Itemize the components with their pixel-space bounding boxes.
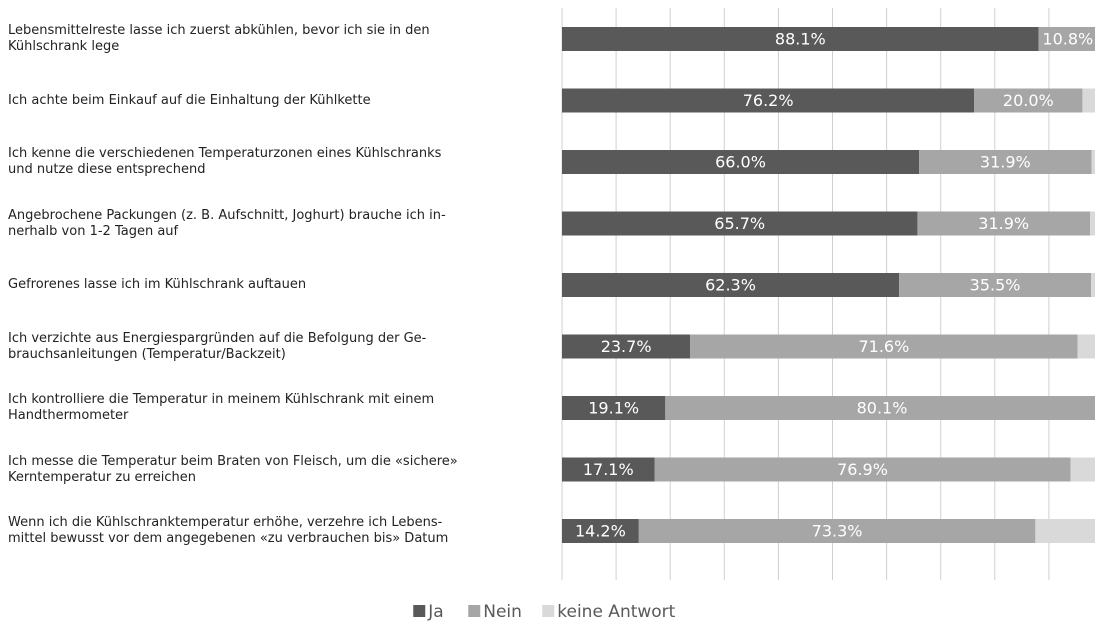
value-label: 20.0% [1003,91,1054,110]
bar-segment [665,396,1095,420]
bar-segment [919,150,1092,174]
bar-segment [562,457,655,482]
bar-segment [562,211,918,236]
value-label: 17.1% [583,460,634,479]
bar-segment [1038,27,1095,51]
bar-segment [1070,457,1095,482]
legend-label: keine Antwort [557,602,675,622]
category-label: Ich verzichte aus Energiespargründen auf… [8,330,427,362]
bar-segment [690,334,1078,359]
bar-segment [899,273,1092,297]
bar-segment [1091,150,1095,174]
bar-segment [638,519,1036,543]
value-label: 62.3% [705,276,756,295]
value-label: 80.1% [857,399,908,418]
value-label: 14.2% [575,522,626,541]
value-label: 19.1% [588,399,639,418]
value-label: 76.9% [837,460,888,479]
bar-segment [654,457,1071,482]
category-label: Ich messe die Temperatur beim Braten von… [8,453,458,485]
bar-segment [562,88,975,113]
bar-segment [1082,88,1095,113]
value-label: 10.8% [1042,30,1093,49]
value-label: 35.5% [970,276,1021,295]
value-label: 88.1% [775,30,826,49]
value-label: 23.7% [601,337,652,356]
bar-segment [562,273,900,297]
bar-segment [1091,273,1095,297]
category-label: Ich kenne die verschiedenen Temperaturzo… [8,146,442,177]
value-label: 31.9% [980,153,1031,172]
legend-label: Ja [427,602,443,622]
legend-swatch [468,605,481,617]
bar-segment [562,150,920,174]
value-label: 66.0% [715,153,766,172]
bar-segment [1090,211,1095,236]
legend-label: Nein [483,602,522,622]
bar-segment [1035,519,1095,543]
legend-swatch [542,605,555,617]
category-label: Wenn ich die Kühlschranktemperatur erhöh… [8,515,449,546]
bar-segment [974,88,1083,113]
bar-segment [917,211,1091,236]
value-label: 73.3% [812,522,863,541]
bar-segment [1077,334,1095,359]
value-label: 71.6% [858,337,909,356]
bar-segment [562,396,666,420]
category-label: Angebrochene Packungen (z. B. Aufschnitt… [8,207,446,239]
value-label: 31.9% [978,214,1029,233]
bar-segment [562,519,639,543]
category-label: Gefrorenes lasse ich im Kühlschrank auft… [8,277,307,292]
value-label: 76.2% [743,91,794,110]
legend-swatch [413,605,426,617]
category-label: Ich kontrolliere die Temperatur in meine… [8,392,435,423]
category-label: Ich achte beim Einkauf auf die Einhaltun… [8,92,371,108]
category-label: Lebensmittelreste lasse ich zuerst abküh… [8,23,430,54]
value-label: 65.7% [714,214,765,233]
bar-segment [562,27,1039,51]
bar-segment [562,334,691,359]
